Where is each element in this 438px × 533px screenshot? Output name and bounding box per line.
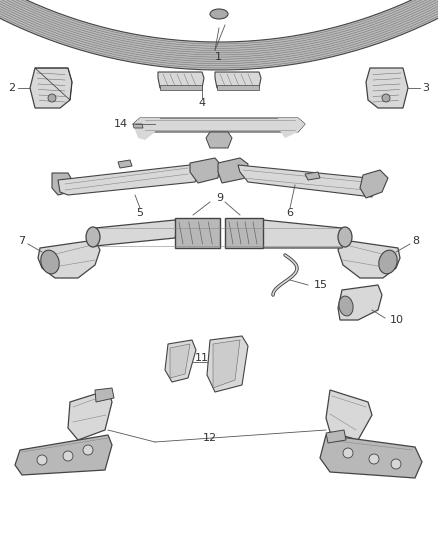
Ellipse shape <box>379 250 397 274</box>
Circle shape <box>343 448 353 458</box>
Ellipse shape <box>86 227 100 247</box>
Polygon shape <box>238 165 375 197</box>
Text: 8: 8 <box>413 236 420 246</box>
Polygon shape <box>133 124 143 128</box>
Ellipse shape <box>339 296 353 316</box>
Text: 5: 5 <box>137 208 144 218</box>
Polygon shape <box>326 430 346 443</box>
Polygon shape <box>68 390 112 440</box>
Polygon shape <box>366 68 408 108</box>
Polygon shape <box>217 85 259 90</box>
Polygon shape <box>206 132 232 148</box>
Text: 7: 7 <box>18 236 25 246</box>
Polygon shape <box>15 435 112 475</box>
Polygon shape <box>92 220 178 246</box>
Polygon shape <box>165 340 196 382</box>
Text: 6: 6 <box>286 208 293 218</box>
Polygon shape <box>360 170 388 198</box>
Polygon shape <box>326 390 372 440</box>
Polygon shape <box>320 435 422 478</box>
Polygon shape <box>213 340 240 388</box>
Text: 9: 9 <box>216 193 223 203</box>
Polygon shape <box>160 85 202 90</box>
Polygon shape <box>0 0 438 70</box>
Polygon shape <box>338 240 400 278</box>
Polygon shape <box>260 220 345 248</box>
Ellipse shape <box>338 227 352 247</box>
Polygon shape <box>215 72 261 88</box>
Circle shape <box>391 459 401 469</box>
Ellipse shape <box>210 9 228 19</box>
Text: 2: 2 <box>8 83 16 93</box>
Ellipse shape <box>41 250 59 274</box>
Polygon shape <box>225 218 263 248</box>
Polygon shape <box>170 344 190 378</box>
Text: 1: 1 <box>215 52 222 62</box>
Circle shape <box>37 455 47 465</box>
Polygon shape <box>218 158 248 183</box>
Text: 14: 14 <box>114 119 128 129</box>
Circle shape <box>48 94 56 102</box>
Polygon shape <box>133 118 160 140</box>
Text: 15: 15 <box>314 280 328 290</box>
Circle shape <box>369 454 379 464</box>
Text: 4: 4 <box>198 98 205 108</box>
Polygon shape <box>207 336 248 392</box>
Text: 11: 11 <box>195 353 209 363</box>
Polygon shape <box>38 240 100 278</box>
Polygon shape <box>95 388 114 402</box>
Polygon shape <box>158 72 204 88</box>
Polygon shape <box>133 118 305 132</box>
Text: 10: 10 <box>390 315 404 325</box>
Polygon shape <box>175 218 220 248</box>
Polygon shape <box>30 68 72 108</box>
Polygon shape <box>338 285 382 320</box>
Polygon shape <box>305 172 320 180</box>
Circle shape <box>63 451 73 461</box>
Text: 12: 12 <box>203 433 217 443</box>
Polygon shape <box>190 158 220 183</box>
Polygon shape <box>52 173 72 195</box>
Polygon shape <box>58 165 200 195</box>
Polygon shape <box>118 160 132 168</box>
Circle shape <box>83 445 93 455</box>
Circle shape <box>382 94 390 102</box>
Polygon shape <box>278 118 305 138</box>
Text: 3: 3 <box>423 83 430 93</box>
